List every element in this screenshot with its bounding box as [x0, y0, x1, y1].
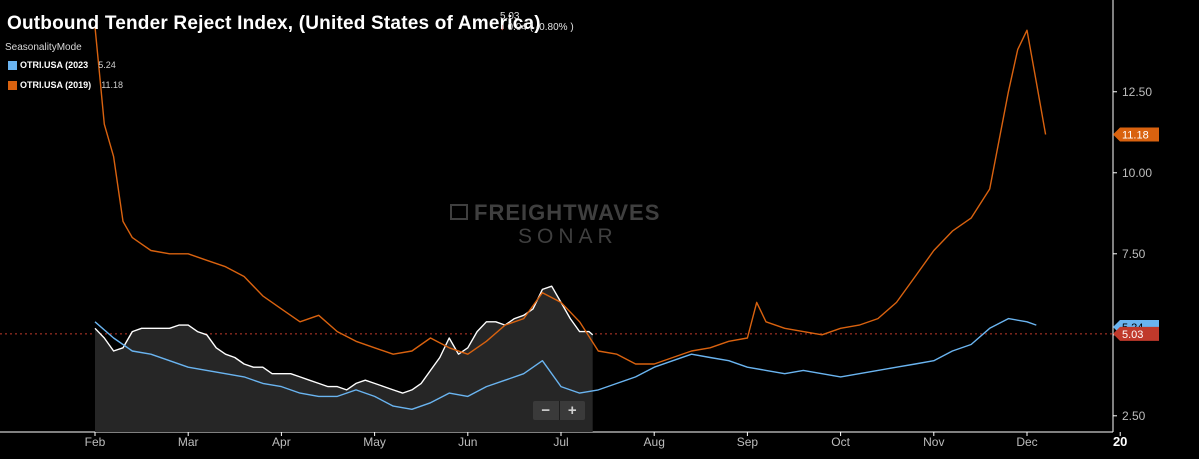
- series-line-current: [94, 285, 594, 394]
- x-tick-label: 20: [1113, 434, 1127, 449]
- legend-label-2023: OTRI.USA (2023: [20, 60, 89, 70]
- value-tag-current-shape: [1113, 326, 1159, 341]
- legend-value-2023: 5.24: [98, 60, 116, 70]
- x-tick-label: Jun: [458, 435, 477, 449]
- zoom-control: − +: [533, 401, 585, 420]
- legend-item-2023[interactable]: OTRI.USA (2023 5.24: [8, 60, 116, 70]
- series-area-current: [95, 286, 593, 432]
- x-tick-label: Sep: [737, 435, 759, 449]
- chart-title: Outbound Tender Reject Index, (United St…: [7, 13, 541, 34]
- x-tick-label: Mar: [178, 435, 199, 449]
- x-tick-label: Nov: [923, 435, 944, 449]
- x-tick-label: Jul: [553, 435, 568, 449]
- down-arrow-icon: ↓: [500, 22, 505, 32]
- legend-label-2019: OTRI.USA (2019): [20, 80, 92, 90]
- current-value: 5.03: [500, 11, 520, 22]
- zoom-in-button[interactable]: +: [558, 401, 586, 420]
- value-tag-2019-label: 11.18: [1122, 130, 1149, 142]
- value-tag-current-label: 5.03: [1122, 329, 1143, 341]
- legend-item-2019[interactable]: OTRI.USA (2019) 11.18: [8, 80, 123, 90]
- legend-swatch-2023: [8, 60, 17, 70]
- legend-value-2019: 11.18: [101, 80, 124, 90]
- x-tick-label: Apr: [272, 435, 291, 449]
- series-line-2019: [94, 26, 1047, 365]
- y-tick-label: 7.50: [1122, 247, 1146, 261]
- series-line-2023: [94, 317, 1037, 410]
- value-tag-2019-shape: [1113, 127, 1159, 142]
- chart-subtitle: SeasonalityMode: [5, 42, 82, 53]
- x-tick-label: May: [363, 435, 386, 449]
- y-tick-label: 2.50: [1122, 409, 1146, 423]
- change-text: 0.04 ( -0.80% ): [507, 22, 574, 33]
- legend-swatch-2019: [8, 80, 17, 90]
- y-tick-label: 10.00: [1122, 166, 1152, 180]
- x-tick-label: Feb: [85, 435, 106, 449]
- zoom-out-button[interactable]: −: [541, 402, 551, 419]
- x-tick-label: Dec: [1016, 435, 1037, 449]
- y-tick-label: 12.50: [1122, 85, 1152, 99]
- x-tick-label: Aug: [644, 435, 665, 449]
- change-readout: ↓ 0.04 ( -0.80% ): [500, 22, 574, 33]
- x-tick-label: Oct: [831, 435, 850, 449]
